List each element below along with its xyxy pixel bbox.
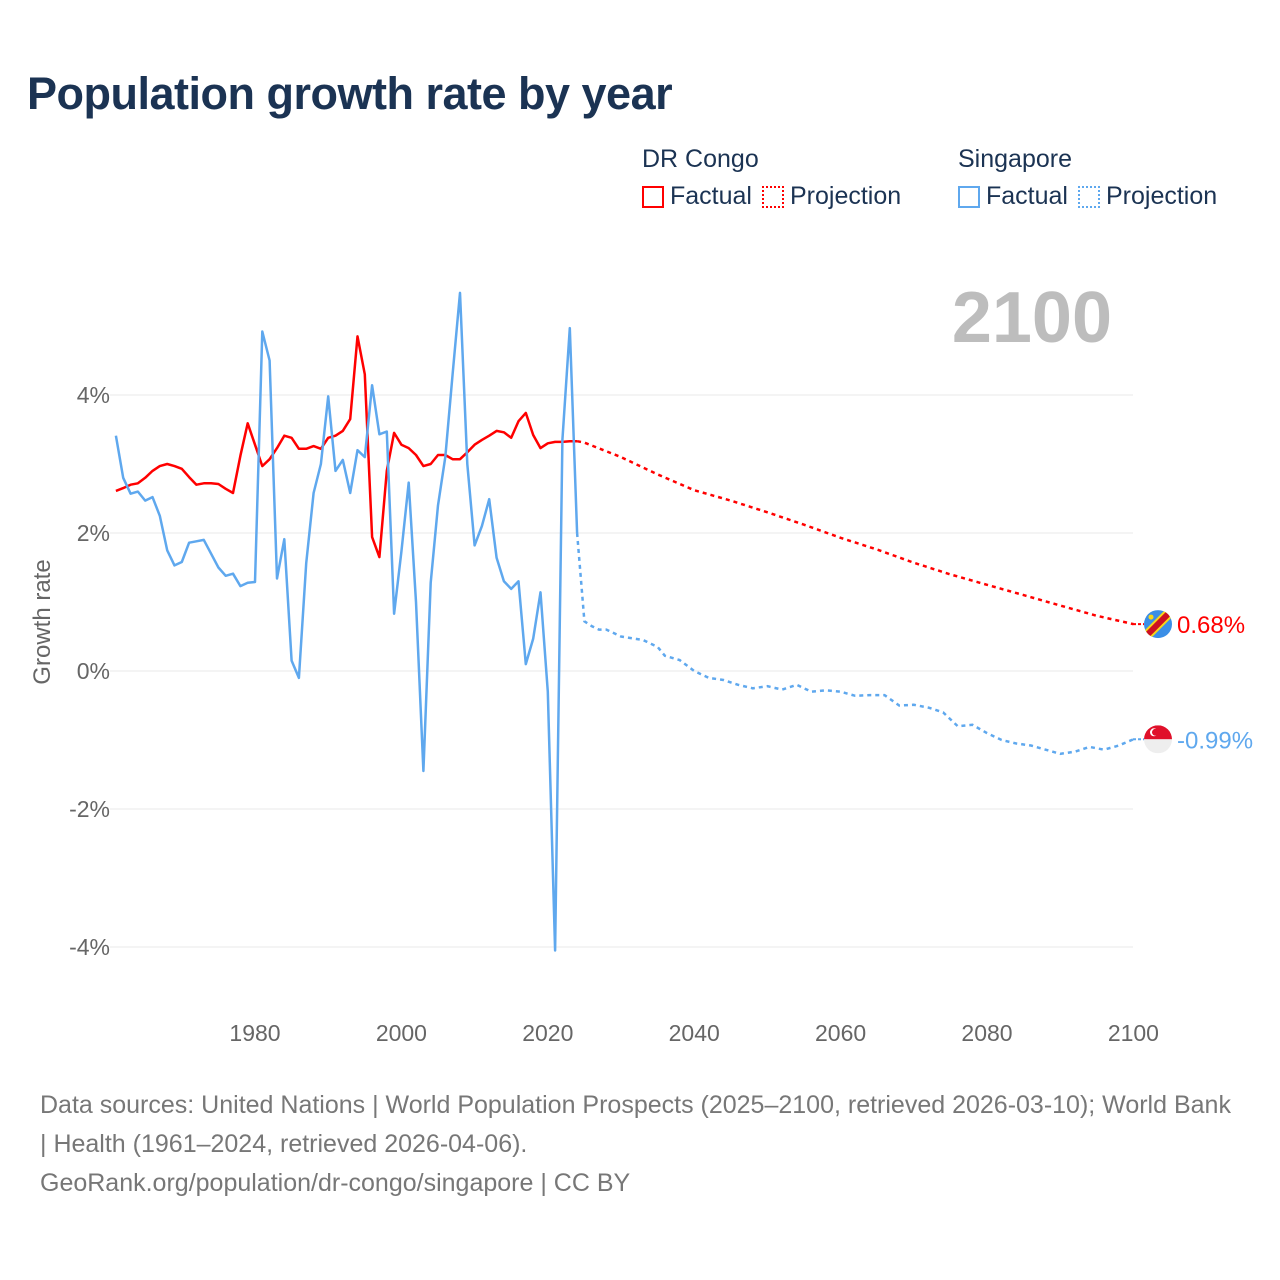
- legend-singapore-projection[interactable]: Projection: [1077, 182, 1218, 211]
- legend-dr-congo-factual[interactable]: Factual: [642, 182, 752, 211]
- legend-label: Factual: [986, 182, 1068, 210]
- x-tick-label: 2100: [1108, 1020, 1159, 1046]
- solid-swatch-icon: [958, 185, 980, 208]
- x-tick-label: 2060: [815, 1020, 866, 1046]
- end-value-label: -0.99%: [1177, 727, 1253, 754]
- dotted-swatch-icon: [1077, 185, 1100, 208]
- legend-singapore-factual[interactable]: Factual: [958, 182, 1068, 211]
- legend-group-dr-congo: DR Congo Factual Projection: [642, 145, 901, 211]
- flag-star: [1148, 614, 1154, 620]
- legend-group-name: DR Congo: [642, 145, 759, 173]
- y-tick-label: 2%: [77, 520, 110, 546]
- legend-label: Projection: [1105, 182, 1218, 210]
- dr-congo-projection-line: [576, 439, 1134, 626]
- end-value-label: 0.68%: [1177, 612, 1245, 639]
- y-axis-label: Growth rate: [29, 559, 56, 684]
- y-tick-label: 4%: [77, 382, 110, 408]
- legend-label: Factual: [670, 182, 752, 210]
- footer: Data sources: United Nations | World Pop…: [40, 1086, 1240, 1203]
- flag-bottom: [1144, 739, 1172, 754]
- chart-title: Population growth rate by year: [27, 68, 673, 119]
- x-tick-label: 2020: [522, 1020, 573, 1046]
- y-tick-label: -4%: [69, 934, 110, 960]
- singapore-flag-icon: [1144, 725, 1172, 754]
- dotted-swatch-icon: [761, 185, 784, 208]
- current-year-label: 2100: [952, 278, 1112, 358]
- solid-swatch-icon: [642, 185, 664, 208]
- legend-label: Projection: [789, 182, 902, 210]
- singapore-projection-line: [575, 532, 1134, 756]
- x-tick-label: 2000: [376, 1020, 427, 1046]
- legend-dr-congo-projection[interactable]: Projection: [761, 182, 902, 211]
- legend-group-singapore: Singapore Factual Projection: [958, 145, 1217, 211]
- legend-group-name: Singapore: [958, 145, 1072, 173]
- flag-crescent-cut: [1152, 728, 1159, 736]
- credit-link[interactable]: GeoRank.org/population/dr-congo/singapor…: [40, 1169, 631, 1197]
- flag-body: [1144, 725, 1172, 754]
- flag-body: [1144, 610, 1172, 639]
- y-tick-label: -2%: [69, 796, 110, 822]
- dr-congo-factual-line: [115, 335, 578, 559]
- dr-congo-flag-icon: [1144, 610, 1172, 639]
- y-tick-label: 0%: [77, 658, 110, 684]
- singapore-factual-line: [114, 291, 579, 952]
- x-tick-label: 1980: [229, 1020, 280, 1046]
- x-tick-label: 2080: [961, 1020, 1012, 1046]
- x-tick-label: 2040: [669, 1020, 720, 1046]
- data-sources: Data sources: United Nations | World Pop…: [40, 1091, 1231, 1158]
